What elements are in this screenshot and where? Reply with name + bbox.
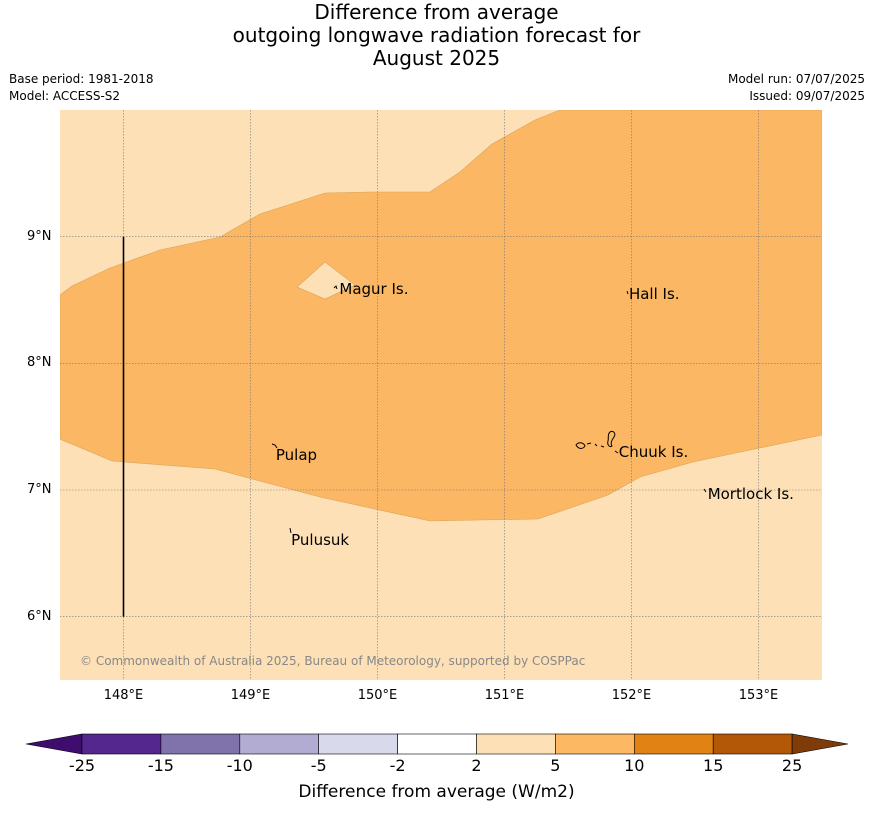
colorbar-segment — [160, 733, 241, 755]
issued-date: Issued: 09/07/2025 — [749, 89, 865, 103]
lat-label: 8°N — [27, 355, 52, 371]
map-title: Difference from average outgoing longwav… — [0, 1, 873, 70]
colorbar-segment — [318, 733, 398, 755]
lon-label: 148°E — [103, 688, 144, 703]
colorbar-tick-label: 2 — [471, 756, 482, 775]
colorbar-tick-label: -2 — [389, 756, 406, 775]
colorbar-tick-label: -25 — [68, 756, 96, 775]
zone-2-to-5-island — [296, 261, 356, 300]
place-label: Pulusuk — [291, 530, 350, 549]
lon-label: 149°E — [230, 688, 271, 703]
meta-right: Model run: 07/07/2025 Issued: 09/07/2025 — [728, 71, 865, 105]
place-label: Magur Is. — [339, 279, 409, 298]
model-run: Model run: 07/07/2025 — [727, 72, 865, 86]
hall-island-glyph — [626, 290, 629, 295]
pulap-island-glyph — [271, 443, 278, 449]
lon-label: 152°E — [611, 688, 652, 703]
colorbar-segment — [81, 733, 162, 755]
place-label: Mortlock Is. — [707, 485, 794, 504]
lat-label: 7°N — [27, 482, 52, 497]
colorbar-tick-label: -5 — [310, 756, 327, 775]
colorbar-segment — [633, 733, 714, 755]
island-glyphs — [271, 285, 707, 534]
title-line-1: Difference from average — [314, 0, 559, 24]
chuuk-lagoon-glyph — [575, 431, 619, 454]
place-label: Hall Is. — [628, 284, 680, 303]
colorbar-segment — [712, 733, 793, 755]
title-line-2: outgoing longwave radiation forecast for — [232, 23, 641, 47]
magur-island-glyph — [333, 285, 338, 290]
lon-label: 150°E — [357, 688, 398, 703]
base-period: Base period: 1981-2018 — [9, 72, 154, 86]
lon-label: 153°E — [738, 688, 779, 703]
colorbar-tick-label: -15 — [147, 756, 174, 775]
model-name: Model: ACCESS-S2 — [9, 89, 121, 103]
colorbar-tick-label: 25 — [781, 756, 803, 775]
title-line-3: August 2025 — [372, 46, 501, 70]
lon-label: 151°E — [484, 688, 525, 703]
forecast-map — [60, 110, 822, 680]
mortlock-island-glyph — [703, 488, 707, 493]
lat-label: 6°N — [27, 608, 52, 624]
colorbar-segment — [239, 733, 320, 755]
colorbar — [25, 733, 849, 755]
colorbar-segment — [555, 733, 635, 755]
colorbar-extend-low — [25, 733, 83, 755]
colorbar-tick-label: 15 — [703, 756, 724, 775]
colorbar-tick-label: -10 — [226, 756, 253, 775]
colorbar-title: Difference from average (W/m2) — [298, 782, 575, 802]
colorbar-segment — [476, 733, 556, 755]
copyright-notice: © Commonwealth of Australia 2025, Bureau… — [80, 654, 586, 668]
meta-left: Base period: 1981-2018 Model: ACCESS-S2 — [9, 71, 154, 105]
colorbar-tick-label: 5 — [550, 756, 561, 775]
colorbar-extend-high — [791, 733, 849, 755]
lat-label: 9°N — [27, 228, 52, 244]
place-label: Chuuk Is. — [618, 443, 689, 462]
pulusuk-island-glyph — [289, 527, 292, 534]
colorbar-tick-label: 10 — [624, 756, 645, 775]
colorbar-segment — [397, 733, 477, 755]
place-label: Pulap — [275, 445, 318, 464]
